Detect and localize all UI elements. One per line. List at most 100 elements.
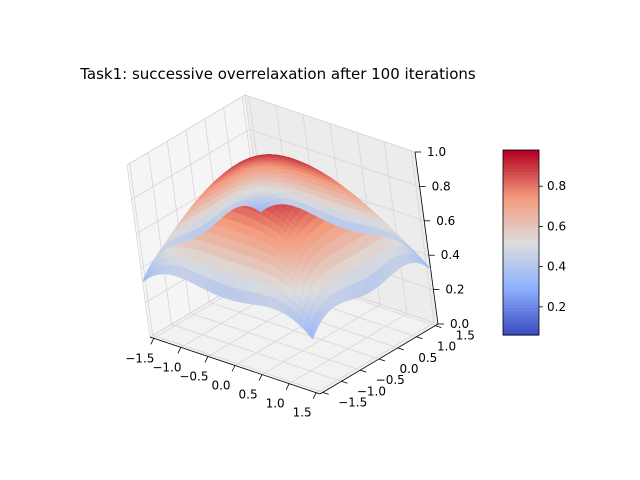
- colorbar-band: [503, 298, 539, 302]
- colorbar-band: [503, 270, 539, 274]
- x-tick-label: 1.0: [266, 397, 285, 411]
- y-tick-mark: [435, 325, 442, 328]
- y-tick-mark: [360, 369, 367, 373]
- colorbar-band: [503, 307, 539, 311]
- colorbar-band: [503, 248, 539, 253]
- y-tick-mark: [397, 347, 404, 351]
- colorbar-band: [503, 251, 539, 256]
- x-tick-mark: [285, 383, 290, 390]
- z-tick-label: 0.8: [432, 179, 451, 193]
- colorbar-band: [503, 273, 539, 278]
- colorbar-band: [503, 276, 539, 281]
- colorbar-band: [503, 316, 539, 321]
- colorbar-band: [503, 159, 539, 163]
- x-tick-label: 0.5: [239, 388, 258, 402]
- colorbar-band: [503, 285, 539, 290]
- y-tick-label: −0.5: [376, 373, 405, 387]
- colorbar-band: [503, 183, 539, 188]
- colorbar-tick-label: 0.8: [547, 179, 566, 193]
- x-tick-mark: [177, 347, 182, 354]
- colorbar-band: [503, 171, 539, 176]
- z-tick-label: 1.0: [427, 145, 446, 159]
- colorbar-band: [503, 245, 539, 250]
- colorbar: 0.2 0.4 0.6 0.8: [502, 149, 566, 336]
- y-tick-mark: [322, 392, 329, 395]
- colorbar-band: [503, 162, 539, 167]
- colorbar-band: [503, 211, 539, 216]
- colorbar-tick-label: 0.6: [547, 219, 566, 233]
- colorbar-band: [503, 267, 539, 271]
- x-tick-mark: [150, 338, 155, 345]
- colorbar-frame: [502, 149, 540, 336]
- colorbar-band: [503, 156, 539, 160]
- colorbar-band: [503, 187, 539, 191]
- y-tick-label: 0.5: [418, 351, 437, 365]
- x-tick-mark: [258, 374, 263, 381]
- z-axis-line: [414, 151, 439, 325]
- colorbar-band: [503, 230, 539, 234]
- colorbar-band: [503, 282, 539, 287]
- surface: [142, 154, 431, 340]
- colorbar-band: [503, 264, 539, 268]
- chart-title: Task1: successive overrelaxation after 1…: [79, 65, 476, 83]
- colorbar-band: [503, 202, 539, 207]
- colorbar-band: [503, 199, 539, 204]
- x-tick-label: 1.5: [293, 406, 312, 420]
- colorbar-band: [503, 174, 539, 179]
- colorbar-band: [503, 177, 539, 182]
- colorbar-band: [503, 242, 539, 247]
- z-tick-label: 0.0: [450, 317, 469, 331]
- colorbar-band: [503, 236, 539, 241]
- colorbar-band: [503, 165, 539, 170]
- colorbar-band: [503, 196, 539, 200]
- y-tick-mark: [378, 358, 386, 362]
- z-tick-label: 0.4: [441, 248, 460, 262]
- y-tick-label: −1.5: [338, 395, 367, 409]
- colorbar-band: [503, 288, 539, 293]
- colorbar-band: [503, 214, 539, 219]
- x-tick-mark: [231, 365, 236, 372]
- tick-labels: −1.5−1.0−0.50.00.51.01.5−1.5−1.0−0.50.00…: [125, 145, 475, 420]
- colorbar-tick-label: 0.4: [547, 260, 566, 274]
- y-tick-label: 0.0: [399, 362, 418, 376]
- colorbar-band: [503, 257, 539, 262]
- colorbar-band: [503, 328, 539, 333]
- colorbar-band: [503, 180, 539, 185]
- colorbar-band: [503, 325, 539, 330]
- colorbar-band: [503, 331, 539, 336]
- x-tick-mark: [312, 392, 317, 399]
- y-tick-mark: [416, 336, 423, 340]
- colorbar-band: [503, 224, 539, 228]
- colorbar-band: [503, 233, 539, 237]
- x-tick-label: −0.5: [179, 369, 208, 383]
- colorbar-band: [503, 291, 539, 296]
- x-tick-mark: [204, 356, 209, 363]
- colorbar-band: [503, 150, 539, 154]
- colorbar-band: [503, 322, 539, 327]
- x-tick-label: 0.0: [211, 379, 230, 393]
- colorbar-band: [503, 313, 539, 318]
- x-tick-label: −1.0: [152, 360, 181, 374]
- colorbar-band: [503, 153, 539, 157]
- y-tick-mark: [341, 380, 348, 384]
- colorbar-band: [503, 310, 539, 315]
- z-tick-label: 0.6: [436, 214, 455, 228]
- colorbar-band: [503, 193, 539, 197]
- x-tick-label: −1.5: [125, 351, 154, 365]
- grid-line-z: [131, 128, 420, 200]
- surface-patch: [421, 260, 431, 270]
- colorbar-band: [503, 254, 539, 259]
- colorbar-band: [503, 304, 539, 308]
- colorbar-band: [503, 168, 539, 173]
- colorbar-band: [503, 217, 539, 222]
- colorbar-tick-label: 0.2: [547, 300, 566, 314]
- colorbar-band: [503, 279, 539, 284]
- colorbar-band: [503, 208, 539, 213]
- colorbar-band: [503, 220, 539, 225]
- colorbar-band: [503, 190, 539, 194]
- y-tick-label: 1.0: [437, 340, 456, 354]
- colorbar-band: [503, 227, 539, 231]
- colorbar-band: [503, 301, 539, 305]
- y-tick-label: −1.0: [357, 384, 386, 398]
